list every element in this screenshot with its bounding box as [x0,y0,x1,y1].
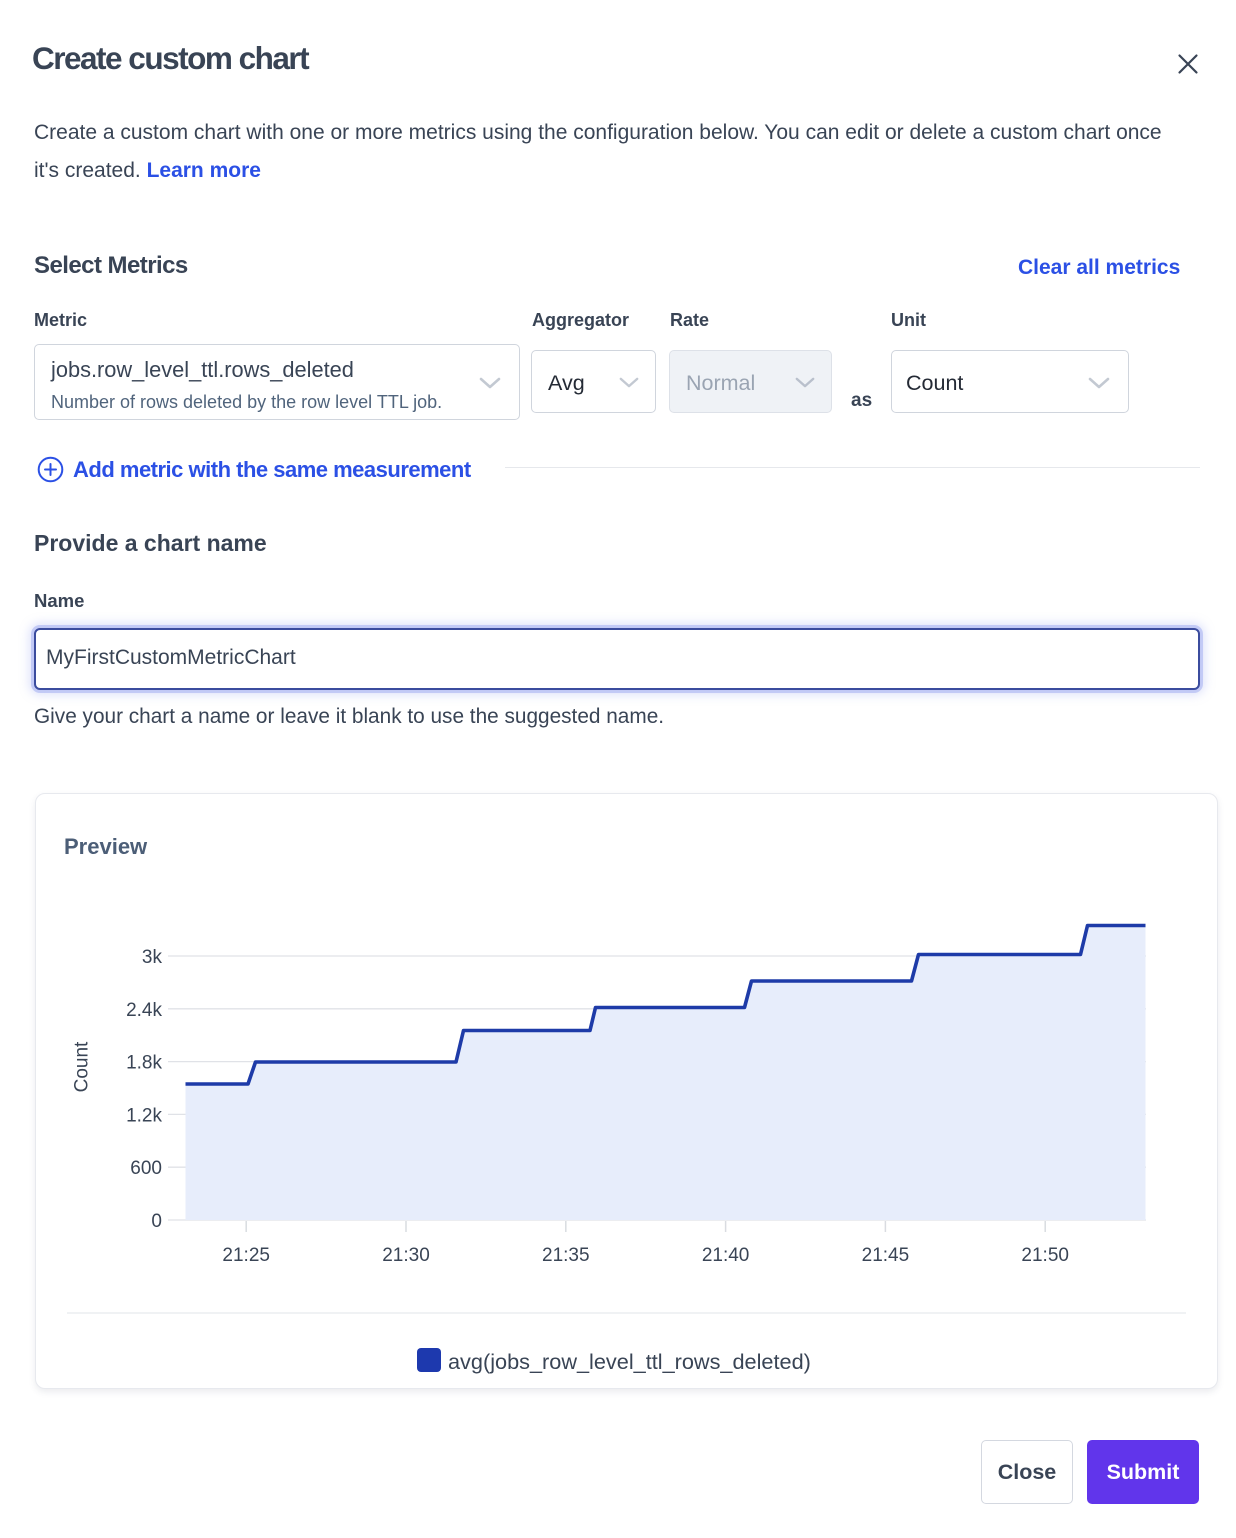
svg-text:21:30: 21:30 [382,1245,430,1266]
svg-text:21:50: 21:50 [1021,1245,1069,1266]
svg-text:3k: 3k [142,947,163,968]
svg-text:21:40: 21:40 [702,1245,750,1266]
svg-text:2.4k: 2.4k [126,1000,162,1021]
svg-text:1.2k: 1.2k [126,1105,162,1126]
svg-text:21:45: 21:45 [862,1245,910,1266]
svg-text:1.8k: 1.8k [126,1053,162,1074]
svg-text:21:25: 21:25 [222,1245,270,1266]
svg-text:600: 600 [130,1158,162,1179]
svg-text:Count: Count [72,1041,93,1092]
svg-text:21:35: 21:35 [542,1245,590,1266]
svg-text:0: 0 [151,1211,162,1232]
